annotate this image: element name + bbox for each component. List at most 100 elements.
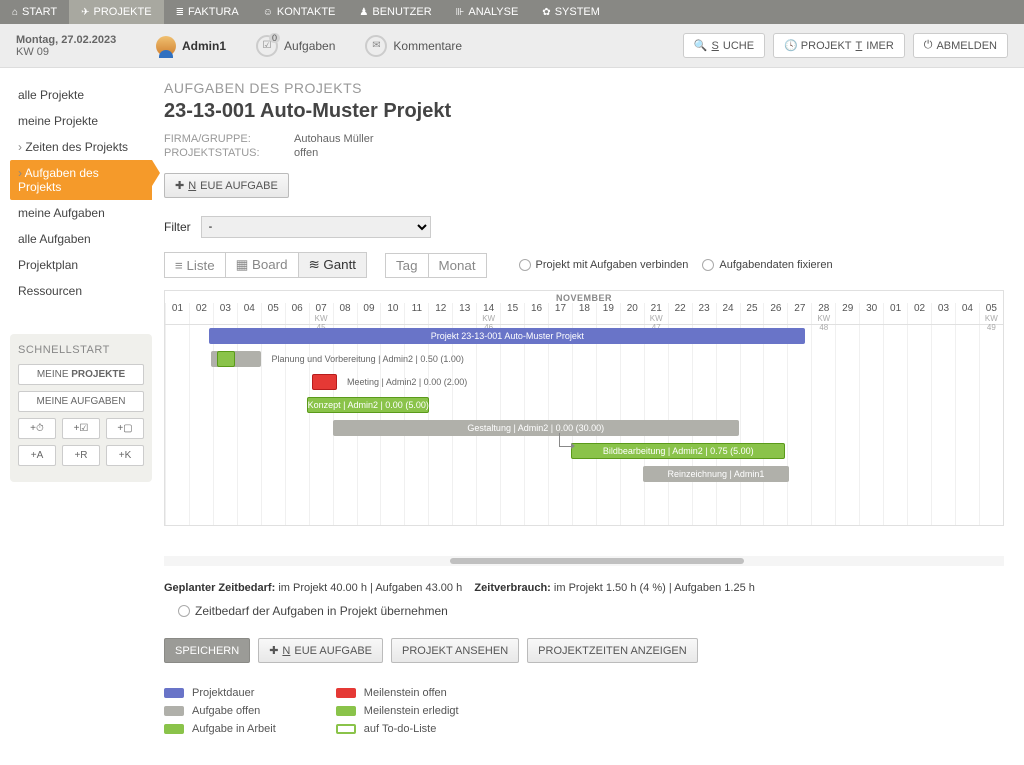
- gantt-day: 02: [907, 303, 931, 324]
- sidebar-item[interactable]: meine Projekte: [10, 108, 152, 134]
- gantt-day: 14KW 46: [476, 303, 500, 324]
- gantt-day: 05KW 49: [979, 303, 1003, 324]
- legend-item: auf To-do-Liste: [336, 723, 459, 735]
- gantt-day: 01: [883, 303, 907, 324]
- gantt-bar[interactable]: Konzept | Admin2 | 0.00 (5.00): [307, 397, 429, 413]
- aufgaben-link[interactable]: ☑0 Aufgaben: [256, 35, 335, 57]
- gantt-day: 02: [189, 303, 213, 324]
- quick-button[interactable]: +A: [18, 445, 56, 466]
- speichern-button[interactable]: SPEICHERN: [164, 638, 250, 663]
- view-gantt[interactable]: ≋ Gantt: [299, 252, 367, 278]
- projekt-ansehen-button[interactable]: PROJEKT ANSEHEN: [391, 638, 519, 663]
- nav-tab-projekte[interactable]: ✈PROJEKTE: [69, 0, 163, 24]
- gantt-bar[interactable]: Bildbearbeitung | Admin2 | 0.75 (5.00): [571, 443, 785, 459]
- sidebar: alle Projektemeine ProjekteZeiten des Pr…: [0, 68, 152, 765]
- gantt-day: 08: [333, 303, 357, 324]
- gantt-bar[interactable]: [312, 374, 337, 390]
- summary-row: Geplanter Zeitbedarf: im Projekt 40.00 h…: [164, 582, 1004, 594]
- meine-aufgaben-button[interactable]: MEINE AUFGABEN: [18, 391, 144, 412]
- view-board[interactable]: ▦ Board: [226, 252, 299, 278]
- gantt-day: 10: [380, 303, 404, 324]
- gantt-bar-label: Meeting | Admin2 | 0.00 (2.00): [341, 374, 473, 390]
- quick-button[interactable]: +K: [106, 445, 144, 466]
- gantt-scrollbar[interactable]: [164, 556, 1004, 566]
- firma-val: Autohaus Müller: [294, 133, 374, 145]
- legend-item: Aufgabe in Arbeit: [164, 723, 276, 735]
- gantt-bar[interactable]: Reinzeichnung | Admin1: [643, 466, 790, 482]
- suche-button[interactable]: 🔍 SUCHE: [683, 33, 765, 58]
- nav-tab-analyse[interactable]: ⊪ANALYSE: [444, 0, 531, 24]
- firma-label: FIRMA/GRUPPE:: [164, 133, 264, 145]
- sidebar-item[interactable]: alle Aufgaben: [10, 226, 152, 252]
- link-projekt-radio[interactable]: Projekt mit Aufgaben verbinden: [519, 259, 689, 271]
- gantt-day: 06: [285, 303, 309, 324]
- sidebar-item[interactable]: meine Aufgaben: [10, 200, 152, 226]
- gantt-day: 15: [500, 303, 524, 324]
- gantt-chart: NOVEMBER 01 02 03 04 05 06 07KW 4508 09 …: [164, 290, 1004, 526]
- gantt-day: 01: [165, 303, 189, 324]
- gantt-day: 25: [740, 303, 764, 324]
- gantt-day: 29: [835, 303, 859, 324]
- nav-tab-faktura[interactable]: ≣FAKTURA: [164, 0, 251, 24]
- aufgaben-label: Aufgaben: [284, 39, 335, 53]
- gantt-day: 09: [357, 303, 381, 324]
- abmelden-button[interactable]: ⏻ ABMELDEN: [913, 33, 1008, 58]
- meine-projekte-button[interactable]: MEINE PROJEKTE: [18, 364, 144, 385]
- quick-button[interactable]: +R: [62, 445, 100, 466]
- kommentare-label: Kommentare: [393, 39, 462, 53]
- filter-select[interactable]: -: [201, 216, 431, 238]
- gantt-day: 28KW 48: [811, 303, 835, 324]
- week-text: KW 09: [16, 46, 136, 58]
- gantt-month: NOVEMBER: [556, 293, 612, 303]
- sidebar-item[interactable]: Zeiten des Projekts: [10, 134, 152, 160]
- projektzeiten-button[interactable]: PROJEKTZEITEN ANZEIGEN: [527, 638, 698, 663]
- quick-button[interactable]: +☑: [62, 418, 100, 439]
- kommentare-link[interactable]: ✉ Kommentare: [365, 35, 462, 57]
- nav-tab-benutzer[interactable]: ♟BENUTZER: [347, 0, 443, 24]
- gantt-day: 19: [596, 303, 620, 324]
- zeitbedarf-radio[interactable]: Zeitbedarf der Aufgaben in Projekt übern…: [178, 604, 1004, 618]
- gantt-day: 12: [428, 303, 452, 324]
- gantt-day: 04: [237, 303, 261, 324]
- view-monat[interactable]: Monat: [429, 253, 487, 278]
- gantt-day: 11: [404, 303, 428, 324]
- page-subtitle: AUFGABEN DES PROJEKTS: [164, 80, 1004, 96]
- gantt-bar[interactable]: Gestaltung | Admin2 | 0.00 (30.00): [333, 420, 739, 436]
- user-name: Admin1: [182, 39, 226, 53]
- gantt-day: 04: [955, 303, 979, 324]
- date-block: Montag, 27.02.2023 KW 09: [16, 34, 136, 58]
- quick-button[interactable]: +▢: [106, 418, 144, 439]
- neue-aufgabe-button[interactable]: ✚ NEUE AUFGABE: [164, 173, 289, 198]
- gantt-day: 07KW 45: [309, 303, 333, 324]
- gantt-day: 27: [787, 303, 811, 324]
- date-text: Montag, 27.02.2023: [16, 34, 136, 46]
- nav-tab-kontakte[interactable]: ☺KONTAKTE: [251, 0, 348, 24]
- sub-toolbar: Montag, 27.02.2023 KW 09 Admin1 ☑0 Aufga…: [0, 24, 1024, 68]
- projekt-timer-button[interactable]: 🕓 PROJEKT TIMER: [773, 33, 905, 58]
- legend-item: Aufgabe offen: [164, 705, 276, 717]
- gantt-day: 17: [548, 303, 572, 324]
- sidebar-item[interactable]: Aufgaben des Projekts: [10, 160, 152, 200]
- view-tag[interactable]: Tag: [385, 253, 429, 278]
- sidebar-item[interactable]: Projektplan: [10, 252, 152, 278]
- view-liste[interactable]: ≡ Liste: [164, 252, 226, 278]
- gantt-day: 20: [620, 303, 644, 324]
- quick-button[interactable]: +⏱: [18, 418, 56, 439]
- gantt-bar[interactable]: Projekt 23-13-001 Auto-Muster Projekt: [209, 328, 805, 344]
- nav-tab-system[interactable]: ✿SYSTEM: [530, 0, 612, 24]
- tasks-icon: ☑0: [256, 35, 278, 57]
- gantt-bar-label: Planung und Vorbereitung | Admin2 | 0.50…: [266, 351, 470, 367]
- sidebar-item[interactable]: Ressourcen: [10, 278, 152, 304]
- filter-label: Filter: [164, 220, 191, 234]
- fixieren-radio[interactable]: Aufgabendaten fixieren: [702, 259, 832, 271]
- neue-aufgabe-button-2[interactable]: ✚ NEUE AUFGABE: [258, 638, 383, 663]
- nav-tab-start[interactable]: ⌂START: [0, 0, 69, 24]
- current-user[interactable]: Admin1: [156, 36, 226, 56]
- gantt-day: 18: [572, 303, 596, 324]
- gantt-bar[interactable]: [211, 351, 261, 367]
- page-title: 23-13-001 Auto-Muster Projekt: [164, 100, 1004, 123]
- gantt-dependency-arrow: [559, 433, 572, 447]
- gantt-day: 05: [261, 303, 285, 324]
- sidebar-item[interactable]: alle Projekte: [10, 82, 152, 108]
- legend: ProjektdauerAufgabe offenAufgabe in Arbe…: [164, 687, 1004, 735]
